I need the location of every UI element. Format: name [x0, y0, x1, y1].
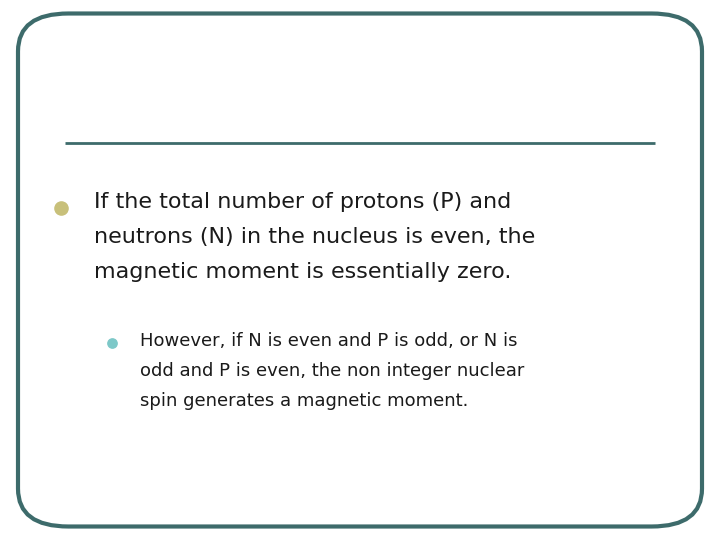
Point	[55, 204, 67, 212]
Point	[106, 339, 117, 347]
Text: spin generates a magnetic moment.: spin generates a magnetic moment.	[140, 392, 469, 409]
Text: However, if N is even and P is odd, or N is: However, if N is even and P is odd, or N…	[140, 332, 518, 350]
Text: odd and P is even, the non integer nuclear: odd and P is even, the non integer nucle…	[140, 362, 525, 380]
Text: magnetic moment is essentially zero.: magnetic moment is essentially zero.	[94, 262, 511, 282]
Text: neutrons (N) in the nucleus is even, the: neutrons (N) in the nucleus is even, the	[94, 227, 535, 247]
Text: If the total number of protons (P) and: If the total number of protons (P) and	[94, 192, 511, 212]
FancyBboxPatch shape	[18, 14, 702, 526]
